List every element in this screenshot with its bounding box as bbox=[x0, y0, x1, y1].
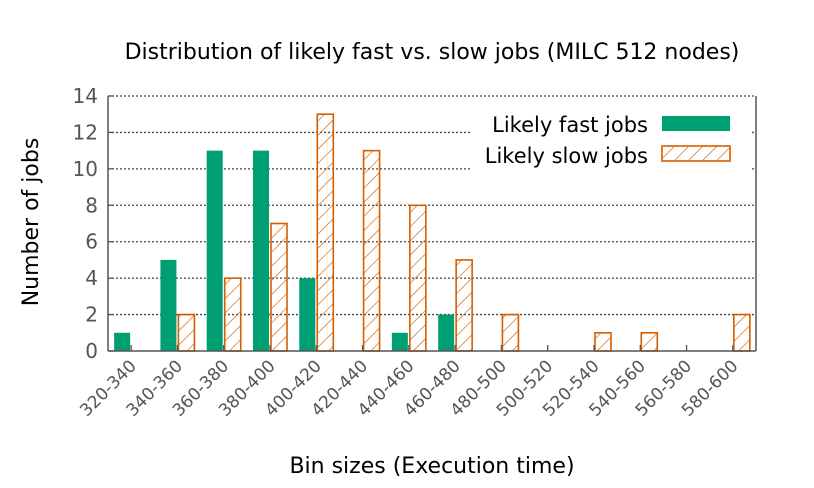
chart-title: Distribution of likely fast vs. slow job… bbox=[125, 40, 740, 65]
bar-slow-340-360 bbox=[177, 313, 196, 352]
y-tick-label: 14 bbox=[73, 84, 98, 108]
y-tick-label: 10 bbox=[73, 157, 98, 181]
bar-slow-380-400 bbox=[270, 222, 288, 352]
y-tick-label: 8 bbox=[85, 193, 98, 217]
x-axis-label: Bin sizes (Execution time) bbox=[289, 454, 574, 479]
bar-slow-420-440 bbox=[362, 149, 381, 352]
bar-slow-520-540 bbox=[594, 331, 612, 352]
bar-fast-440-460 bbox=[391, 332, 408, 351]
y-tick-label: 2 bbox=[85, 303, 98, 327]
legend-label-slow: Likely slow jobs bbox=[485, 144, 648, 168]
bar-slow-480-500 bbox=[501, 313, 520, 352]
legend-swatch-slow bbox=[661, 145, 731, 162]
bar-fast-320-340 bbox=[114, 332, 131, 351]
bar-slow-580-600 bbox=[733, 313, 751, 352]
bar-slow-540-560 bbox=[640, 331, 659, 352]
bar-slow-440-460 bbox=[409, 204, 427, 352]
bar-slow-400-420 bbox=[316, 113, 335, 352]
y-tick-label: 0 bbox=[85, 339, 98, 363]
bar-slow-460-480 bbox=[455, 259, 473, 352]
y-tick-label: 12 bbox=[73, 120, 98, 144]
legend-swatch-fast bbox=[662, 116, 730, 131]
bars-layer bbox=[114, 113, 751, 352]
y-axis-label: Number of jobs bbox=[19, 138, 44, 307]
legend-label-fast: Likely fast jobs bbox=[492, 113, 648, 137]
bar-fast-460-480 bbox=[438, 314, 455, 351]
bar-fast-400-420 bbox=[299, 278, 316, 351]
y-tick-label: 4 bbox=[85, 266, 98, 290]
bar-slow-360-380 bbox=[223, 277, 242, 352]
bar-fast-380-400 bbox=[253, 150, 269, 351]
y-tick-label: 6 bbox=[85, 230, 98, 254]
bar-fast-340-360 bbox=[160, 259, 177, 351]
legend: Likely fast jobs Likely slow jobs bbox=[470, 108, 750, 170]
bar-fast-360-380 bbox=[206, 150, 223, 351]
